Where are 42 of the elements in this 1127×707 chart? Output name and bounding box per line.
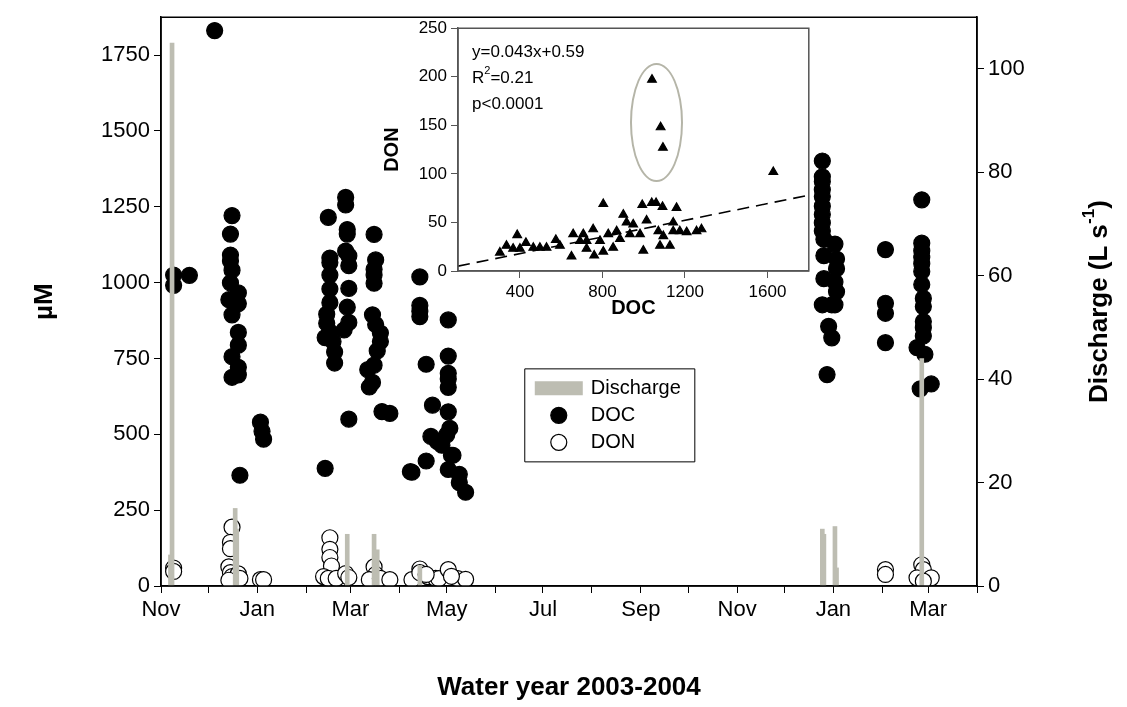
- y-tick-label: 1500: [101, 117, 150, 143]
- y-axis-title: DON: [379, 127, 402, 172]
- x-tick-label: Jan: [239, 596, 276, 622]
- annotation: p<0.0001: [472, 93, 544, 113]
- x-tick-label: 1600: [748, 281, 787, 301]
- y2-axis-title: Discharge (L s-1): [1079, 200, 1114, 404]
- y-tick-label: 200: [418, 66, 447, 86]
- annotation: y=0.043x+0.59: [472, 41, 585, 61]
- x-tick-label: 800: [588, 281, 617, 301]
- y-tick-label: 0: [437, 260, 447, 280]
- x-tick-label: Jul: [528, 596, 558, 622]
- x-tick-label: May: [425, 596, 468, 622]
- x-tick-label: Mar: [909, 596, 948, 622]
- y-tick-label: 150: [418, 115, 447, 135]
- y2-tick-label: 40: [988, 365, 1013, 391]
- x-tick-label: Sep: [621, 596, 661, 622]
- y-tick-label: 250: [113, 496, 150, 522]
- legend-label: Discharge: [590, 375, 681, 398]
- y-axis-title: µM: [28, 283, 59, 320]
- y-tick-label: 250: [418, 17, 447, 37]
- y-tick-label: 750: [113, 344, 150, 370]
- y-tick-label: 0: [137, 572, 150, 598]
- y-tick-label: 50: [428, 212, 447, 232]
- y-tick-label: 1750: [101, 41, 150, 67]
- x-axis-title: Water year 2003-2004: [437, 671, 702, 702]
- x-tick-label: Mar: [331, 596, 370, 622]
- y2-tick-label: 20: [988, 468, 1013, 494]
- y2-tick-label: 100: [988, 54, 1025, 80]
- y-tick-label: 500: [113, 420, 150, 446]
- y-tick-label: 1000: [101, 268, 150, 294]
- x-tick-label: 1200: [666, 281, 704, 301]
- y-tick-label: 1250: [101, 192, 150, 218]
- y2-tick-label: 80: [988, 158, 1013, 184]
- x-tick-label: 400: [505, 281, 535, 301]
- x-tick-label: Nov: [717, 596, 757, 622]
- y2-tick-label: 60: [988, 261, 1013, 287]
- legend-label: DON: [590, 429, 636, 452]
- legend-label: DOC: [590, 402, 636, 425]
- y2-tick-label: 0: [988, 572, 1001, 598]
- x-tick-label: Nov: [141, 596, 181, 622]
- y-tick-label: 100: [418, 163, 447, 183]
- x-tick-label: Jan: [815, 596, 852, 622]
